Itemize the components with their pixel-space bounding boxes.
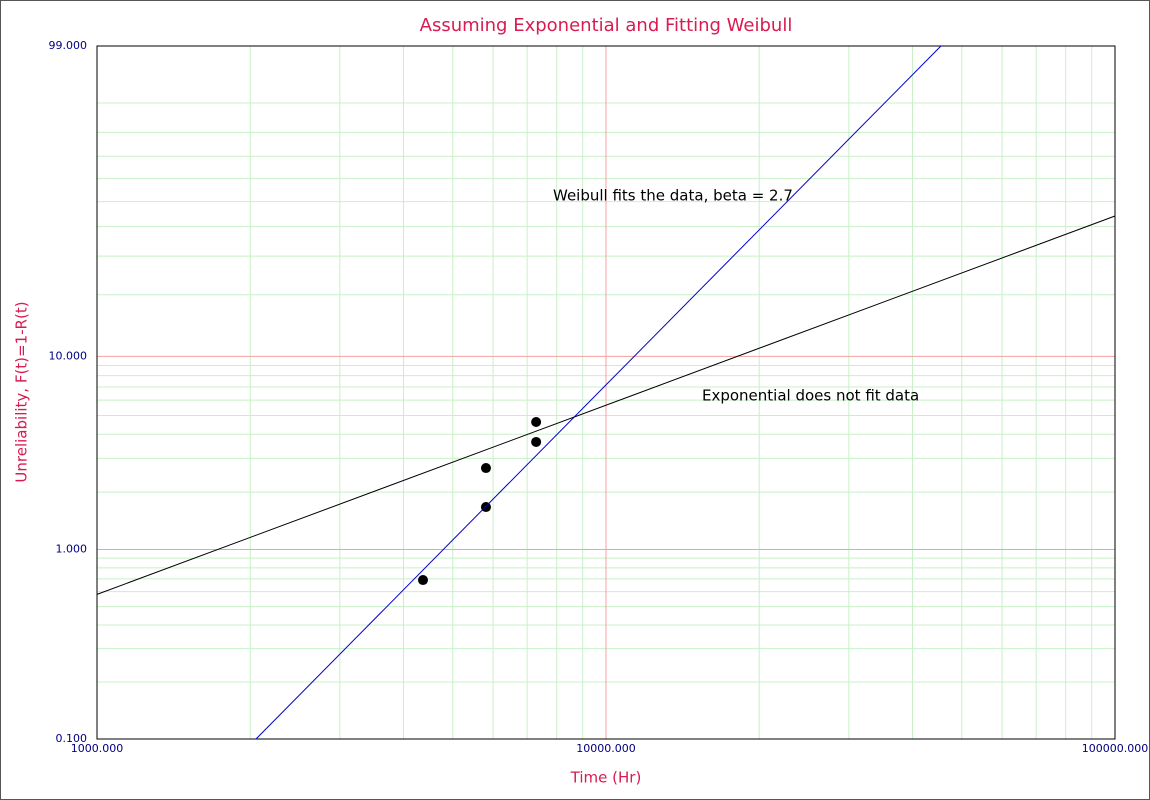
fit-line	[255, 45, 942, 740]
point	[531, 436, 542, 447]
point	[531, 416, 542, 427]
annotation: Weibull fits the data, beta = 2.7	[553, 187, 793, 205]
point	[480, 463, 491, 474]
plot-border	[96, 45, 1116, 740]
x-tick-label: 10000.000	[576, 742, 636, 755]
x-tick-label: 100000.000	[1082, 742, 1148, 755]
y-tick-label: 10.000	[49, 349, 88, 362]
y-tick-label: 99.000	[49, 39, 88, 52]
y-axis-label: Unreliability, F(t)=1-R(t)	[13, 301, 31, 482]
y-tick-label: 1.000	[56, 542, 88, 555]
x-tick-label: 1000.000	[71, 742, 124, 755]
y-tick-label: 0.100	[56, 732, 88, 745]
fit-line	[96, 215, 1116, 595]
marks	[96, 45, 1116, 740]
chart-title: Assuming Exponential and Fitting Weibull	[420, 15, 793, 36]
x-axis-label: Time (Hr)	[570, 769, 642, 787]
point	[418, 575, 429, 586]
annotation: Exponential does not fit data	[702, 387, 919, 405]
